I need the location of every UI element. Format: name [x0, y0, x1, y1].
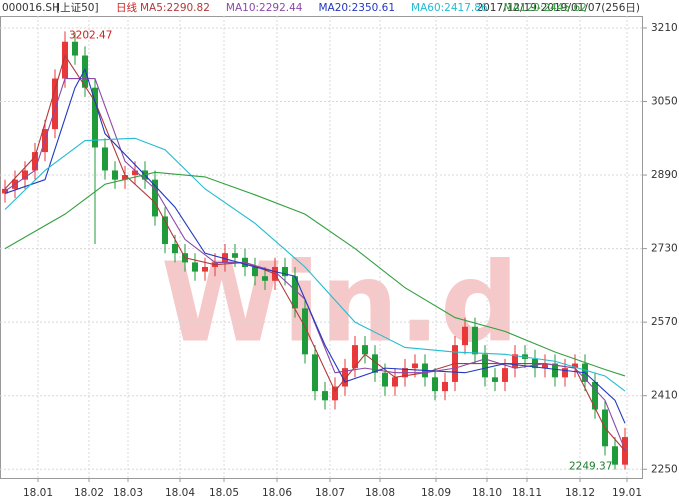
candle-body — [362, 345, 368, 355]
y-tick-label: 2410 — [651, 390, 678, 402]
candle-body — [22, 170, 28, 180]
ma-line — [4, 67, 626, 424]
candle-body — [332, 386, 338, 401]
candle-body — [482, 354, 488, 378]
y-tick-label: 2730 — [651, 243, 678, 255]
ma-line — [4, 137, 626, 392]
x-tick-label: 18.08 — [365, 487, 395, 499]
candle-body — [52, 78, 58, 130]
y-tick-label: 3050 — [651, 96, 678, 108]
watermark: Win.d — [161, 238, 519, 366]
candle-body — [372, 354, 378, 373]
plot-frame — [0, 16, 643, 479]
candle-body — [612, 446, 618, 465]
candle-body — [202, 266, 208, 272]
candle-body — [542, 363, 548, 369]
candle-body — [252, 266, 258, 277]
ma-line — [4, 77, 626, 451]
x-tick-label: 18.02 — [74, 487, 104, 499]
candle-body — [72, 41, 78, 56]
candle-body — [222, 253, 228, 263]
x-tick-label: 18.11 — [512, 487, 542, 499]
legend-label: MA10:2292.44 — [226, 2, 303, 14]
legend-label: MA5:2290.82 — [140, 2, 210, 14]
date-range: 2017/12/19-2019/01/07(256日) — [476, 2, 640, 14]
annotation: 3202.47 — [69, 29, 112, 41]
candle-body — [262, 276, 268, 281]
candle-body — [112, 170, 118, 180]
legend-label: MA60:2417.86 — [411, 2, 488, 14]
candle-body — [292, 276, 298, 309]
period: 日线 — [116, 1, 137, 14]
candle-body — [342, 368, 348, 387]
y-tick-label: 2250 — [651, 463, 678, 475]
x-tick-label: 18.09 — [421, 487, 451, 499]
x-tick-label: 18.01 — [23, 487, 53, 499]
candle-body — [312, 354, 318, 392]
candle-body — [392, 377, 398, 387]
candle-body — [552, 363, 558, 378]
candle-body — [442, 381, 448, 392]
candle-body — [492, 377, 498, 382]
legend-label: MA120:2445.62 — [504, 2, 587, 14]
candle-body — [462, 326, 468, 346]
candle-body — [382, 372, 388, 387]
x-tick-label: 18.07 — [315, 487, 345, 499]
candle-body — [102, 147, 108, 171]
candle-body — [32, 152, 38, 171]
x-tick-label: 18.10 — [472, 487, 502, 499]
candle-body — [82, 55, 88, 88]
legend-label: MA20:2350.61 — [318, 2, 395, 14]
x-tick-label: 18.06 — [262, 487, 292, 499]
candle-body — [232, 253, 238, 258]
candle-body — [172, 244, 178, 254]
x-tick-label: 18.05 — [209, 487, 239, 499]
y-tick-label: 2570 — [651, 316, 678, 328]
x-tick-label: 18.12 — [565, 487, 595, 499]
y-tick-label: 3210 — [651, 22, 678, 34]
candle-body — [62, 41, 68, 79]
x-tick-label: 18.04 — [165, 487, 195, 499]
candle-body — [592, 381, 598, 410]
code: 000016.SH — [2, 2, 60, 14]
candle-body — [472, 326, 478, 355]
candle-body — [92, 87, 98, 148]
candle-body — [302, 308, 308, 355]
candle-body — [502, 368, 508, 382]
annotation: 2249.37 — [569, 461, 612, 473]
y-tick-label: 2890 — [651, 169, 678, 181]
candle-body — [322, 391, 328, 401]
x-tick-label: 18.03 — [113, 487, 143, 499]
candle-body — [432, 377, 438, 392]
candle-body — [192, 262, 198, 272]
candle-body — [162, 216, 168, 245]
x-tick-label: 19.01 — [612, 487, 642, 499]
ma-line — [4, 171, 626, 377]
candle-body — [152, 179, 158, 217]
candle-body — [512, 354, 518, 369]
candle-body — [572, 363, 578, 369]
candle-body — [282, 266, 288, 277]
candle-body — [562, 368, 568, 378]
candle-body — [132, 170, 138, 176]
candle-body — [122, 175, 128, 180]
candle-body — [412, 363, 418, 369]
candle-body — [352, 345, 358, 369]
name: [上证50] — [56, 2, 99, 14]
